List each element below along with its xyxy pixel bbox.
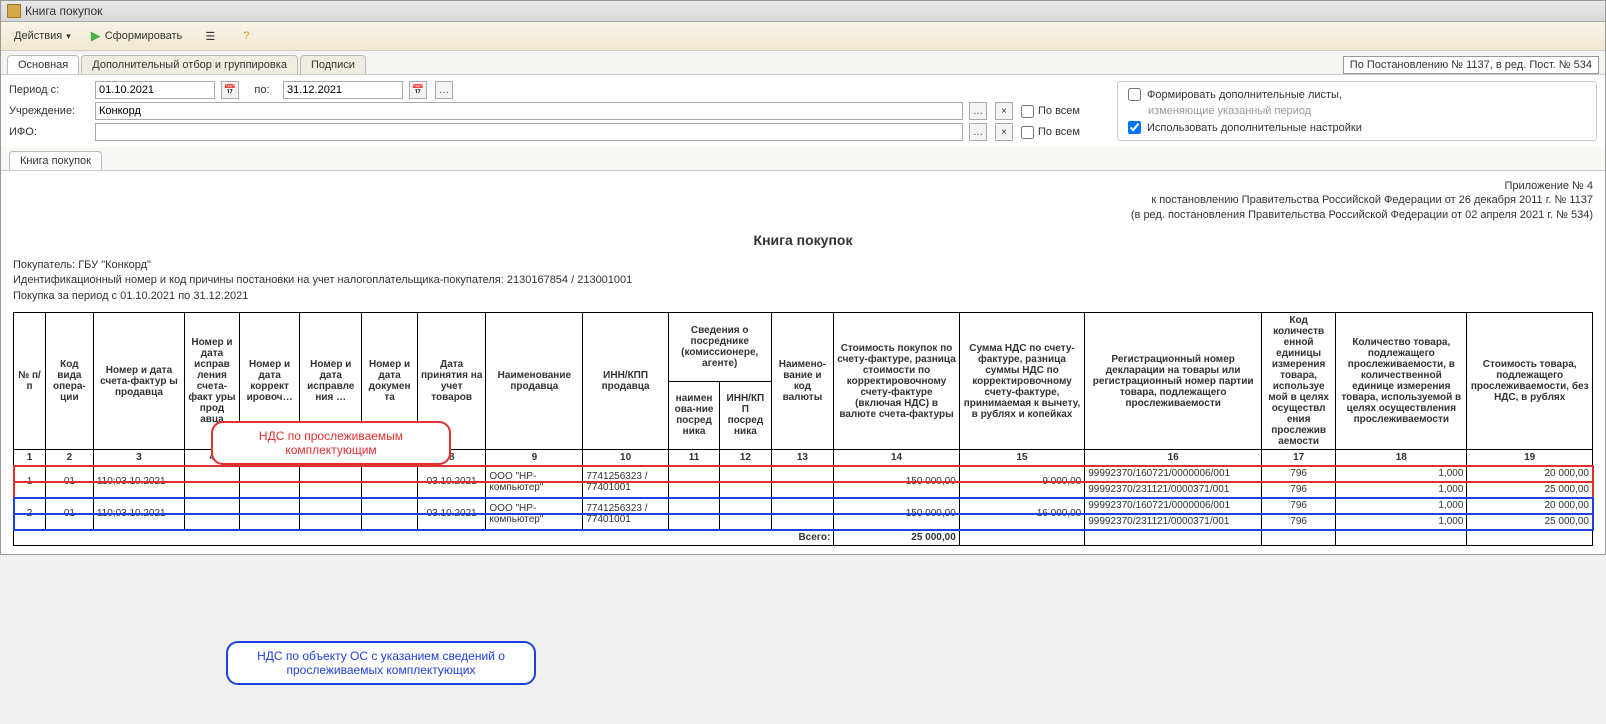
tabs-row: Основная Дополнительный отбор и группиро… bbox=[1, 51, 1605, 74]
ifo-input[interactable] bbox=[95, 123, 963, 141]
th-12: ИНН/КП П посред ника bbox=[720, 381, 771, 450]
doc-meta: Покупатель: ГБУ "Конкорд" Идентификацион… bbox=[13, 258, 1593, 304]
th-17: Код количеств енной единицы измерения то… bbox=[1262, 313, 1336, 450]
org-clear-button[interactable]: × bbox=[995, 102, 1013, 120]
ifo-label: ИФО: bbox=[9, 126, 89, 138]
period-from-label: Период с: bbox=[9, 84, 89, 96]
doc-title: Книга покупок bbox=[13, 232, 1593, 248]
th-2: Код вида опера-ции bbox=[45, 313, 93, 450]
th-9: Наименование продавца bbox=[486, 313, 583, 450]
colnum: 18 bbox=[1336, 450, 1467, 466]
th-1: № п/п bbox=[14, 313, 46, 450]
form-left: Период с: 📅 по: 📅 … Учреждение: … × По в… bbox=[9, 81, 1101, 141]
th-10: ИНН/КПП продавца bbox=[583, 313, 669, 450]
total-row: Всего:25 000,00 bbox=[14, 530, 1593, 546]
colnum: 15 bbox=[959, 450, 1084, 466]
colnum: 3 bbox=[93, 450, 184, 466]
period-to-label: по: bbox=[247, 84, 277, 96]
doc-header: Приложение № 4 к постановлению Правитель… bbox=[13, 179, 1593, 222]
th-19: Стоимость товара, подлежащего прослежива… bbox=[1467, 313, 1593, 450]
app-icon bbox=[7, 4, 21, 18]
buyer-line: Покупатель: ГБУ "Конкорд" bbox=[13, 258, 1593, 273]
th-3: Номер и дата счета-фактур ы продавца bbox=[93, 313, 184, 450]
form-button[interactable]: ▶ Сформировать bbox=[84, 25, 190, 47]
table-row[interactable]: 101110;03.10.202103.10.2021ООО "НР-компь… bbox=[14, 466, 1593, 482]
colnum: 13 bbox=[771, 450, 834, 466]
doc-header-l2: к постановлению Правительства Российской… bbox=[13, 193, 1593, 207]
colnum: 9 bbox=[486, 450, 583, 466]
colnum: 10 bbox=[583, 450, 669, 466]
form-options: Формировать дополнительные листы, изменя… bbox=[1117, 81, 1597, 141]
colnum: 17 bbox=[1262, 450, 1336, 466]
ifo-select-button[interactable]: … bbox=[969, 123, 987, 141]
colnum: 19 bbox=[1467, 450, 1593, 466]
toolbar: Действия ▶ Сформировать ☰ ? bbox=[1, 22, 1605, 51]
colnum: 16 bbox=[1085, 450, 1262, 466]
colnum: 14 bbox=[834, 450, 959, 466]
ifo-all-checkbox[interactable]: По всем bbox=[1021, 126, 1101, 139]
period-select-button[interactable]: … bbox=[435, 81, 453, 99]
form-area: Период с: 📅 по: 📅 … Учреждение: … × По в… bbox=[1, 74, 1605, 147]
th-15: Сумма НДС по счету-фактуре, разница сумм… bbox=[959, 313, 1084, 450]
tab-filter[interactable]: Дополнительный отбор и группировка bbox=[81, 55, 298, 74]
colnum: 2 bbox=[45, 450, 93, 466]
calendar-from-icon[interactable]: 📅 bbox=[221, 81, 239, 99]
colnum: 12 bbox=[720, 450, 771, 466]
org-label: Учреждение: bbox=[9, 105, 89, 117]
tab-sign[interactable]: Подписи bbox=[300, 55, 366, 74]
window-title: Книга покупок bbox=[25, 4, 102, 18]
period-to-input[interactable] bbox=[283, 81, 403, 99]
colnum: 11 bbox=[668, 450, 719, 466]
titlebar: Книга покупок bbox=[1, 1, 1605, 22]
th-11: наимен ова-ние посред ника bbox=[668, 381, 719, 450]
play-icon: ▶ bbox=[91, 28, 101, 44]
app-window: Книга покупок Действия ▶ Сформировать ☰ … bbox=[0, 0, 1606, 555]
period-line: Покупка за период с 01.10.2021 по 31.12.… bbox=[13, 289, 1593, 304]
colnum: 1 bbox=[14, 450, 46, 466]
doc-body: Приложение № 4 к постановлению Правитель… bbox=[1, 170, 1605, 554]
callout-red: НДС по прослеживаемым комплектующим bbox=[211, 421, 451, 465]
org-all-checkbox[interactable]: По всем bbox=[1021, 105, 1101, 118]
th-13: Наимено-вание и код валюты bbox=[771, 313, 834, 450]
th-16: Регистрационный номер декларации на това… bbox=[1085, 313, 1262, 450]
ifo-clear-button[interactable]: × bbox=[995, 123, 1013, 141]
org-input[interactable] bbox=[95, 102, 963, 120]
extra-sheets-checkbox[interactable]: Формировать дополнительные листы, bbox=[1128, 88, 1586, 101]
help-icon: ? bbox=[238, 28, 254, 44]
help-button[interactable]: ? bbox=[231, 25, 261, 47]
period-from-input[interactable] bbox=[95, 81, 215, 99]
doc-tabs: Книга покупок bbox=[1, 147, 1605, 170]
org-select-button[interactable]: … bbox=[969, 102, 987, 120]
inn-line: Идентификационный номер и код причины по… bbox=[13, 273, 1593, 288]
doc-tab-book[interactable]: Книга покупок bbox=[9, 151, 102, 170]
th-14: Стоимость покупок по счету-фактуре, разн… bbox=[834, 313, 959, 450]
calendar-to-icon[interactable]: 📅 bbox=[409, 81, 427, 99]
extra-sheets-sub: изменяющие указанный период bbox=[1128, 105, 1586, 117]
doc-header-l3: (в ред. постановления Правительства Росс… bbox=[13, 208, 1593, 222]
th-11-12: Сведения о посреднике (комиссионере, аге… bbox=[668, 313, 771, 382]
doc-header-l1: Приложение № 4 bbox=[13, 179, 1593, 193]
callout-blue: НДС по объекту ОС с указанием сведений о… bbox=[226, 641, 536, 685]
form-button-label: Сформировать bbox=[105, 30, 183, 42]
tab-main[interactable]: Основная bbox=[7, 55, 79, 74]
th-18: Количество товара, подлежащего прослежив… bbox=[1336, 313, 1467, 450]
context-label: По Постановлению № 1137, в ред. Пост. № … bbox=[1343, 56, 1599, 74]
actions-menu[interactable]: Действия bbox=[7, 27, 78, 45]
use-settings-checkbox[interactable]: Использовать дополнительные настройки bbox=[1128, 121, 1586, 134]
settings-icon: ☰ bbox=[202, 28, 218, 44]
table-row[interactable]: 201110;03.10.202103.10.2021ООО "НР-компь… bbox=[14, 498, 1593, 514]
settings-button[interactable]: ☰ bbox=[195, 25, 225, 47]
